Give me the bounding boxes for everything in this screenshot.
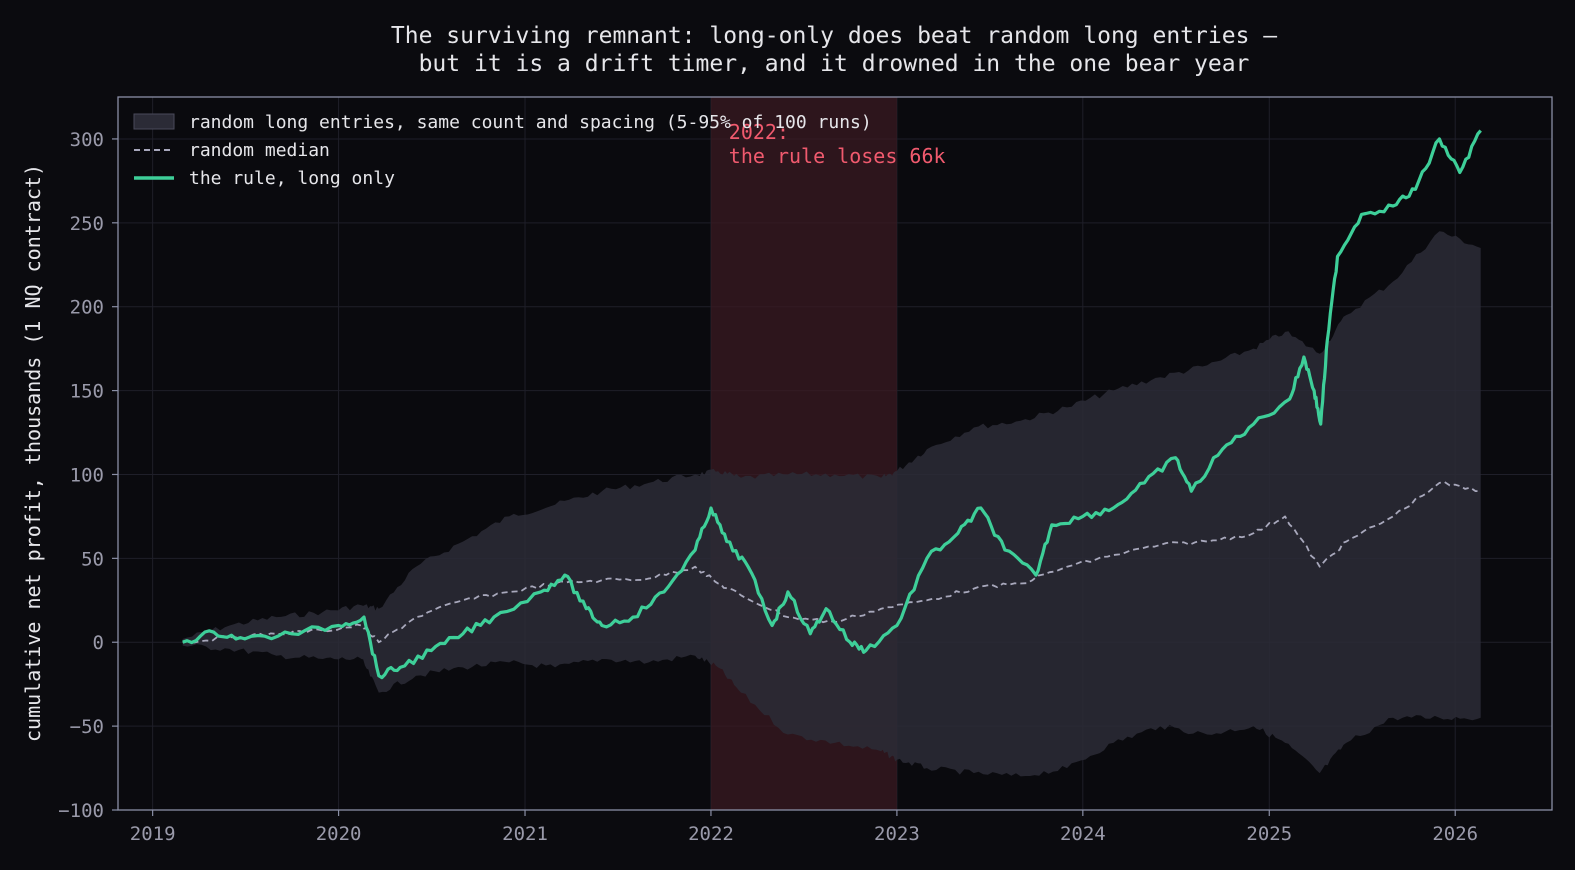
y-tick-label: −50 [70, 716, 104, 738]
y-tick-label: −100 [58, 800, 104, 822]
y-tick-label: 150 [70, 381, 104, 403]
y-axis-label: cumulative net profit, thousands (1 NQ c… [21, 164, 45, 742]
legend: random long entries, same count and spac… [133, 112, 872, 189]
annotation-line: 2022: [729, 120, 789, 144]
x-tick-label: 2023 [874, 823, 920, 845]
legend-label-rule: the rule, long only [189, 168, 395, 189]
x-tick-label: 2026 [1432, 823, 1478, 845]
y-tick-label: 50 [81, 548, 104, 570]
y-tick-label: 300 [70, 129, 104, 151]
x-tick-label: 2024 [1060, 823, 1106, 845]
series-layer [182, 129, 1482, 680]
annotation-line: the rule loses 66k [729, 144, 946, 168]
y-tick-label: 200 [70, 297, 104, 319]
x-tick-label: 2020 [316, 823, 362, 845]
legend-swatch-band [133, 113, 175, 130]
x-axis: 2019 2020 2021 2022 2023 2024 2025 2026 [130, 810, 1478, 845]
chart-title-line-1: The surviving remnant: long-only does be… [391, 23, 1277, 49]
y-tick-label: 0 [93, 632, 104, 654]
random-median-line [182, 481, 1481, 644]
random-band-area [182, 231, 1481, 777]
x-tick-label: 2021 [502, 823, 548, 845]
y-tick-label: 250 [70, 213, 104, 235]
plot-frame [117, 96, 1553, 811]
y-tick-label: 100 [70, 464, 104, 486]
x-tick-label: 2019 [130, 823, 176, 845]
chart-title-line-2: but it is a drift timer, and it drowned … [419, 51, 1250, 77]
x-tick-label: 2022 [688, 823, 734, 845]
rule-long-only-line [182, 129, 1482, 680]
annotations: 2022:the rule loses 66k [729, 120, 946, 168]
legend-label-median: random median [189, 140, 330, 161]
y-axis: −100 −50 0 50 100 150 200 250 300 [58, 129, 118, 822]
x-tick-label: 2025 [1246, 823, 1292, 845]
band-layer [182, 231, 1481, 777]
legend-label-band: random long entries, same count and spac… [189, 112, 872, 133]
